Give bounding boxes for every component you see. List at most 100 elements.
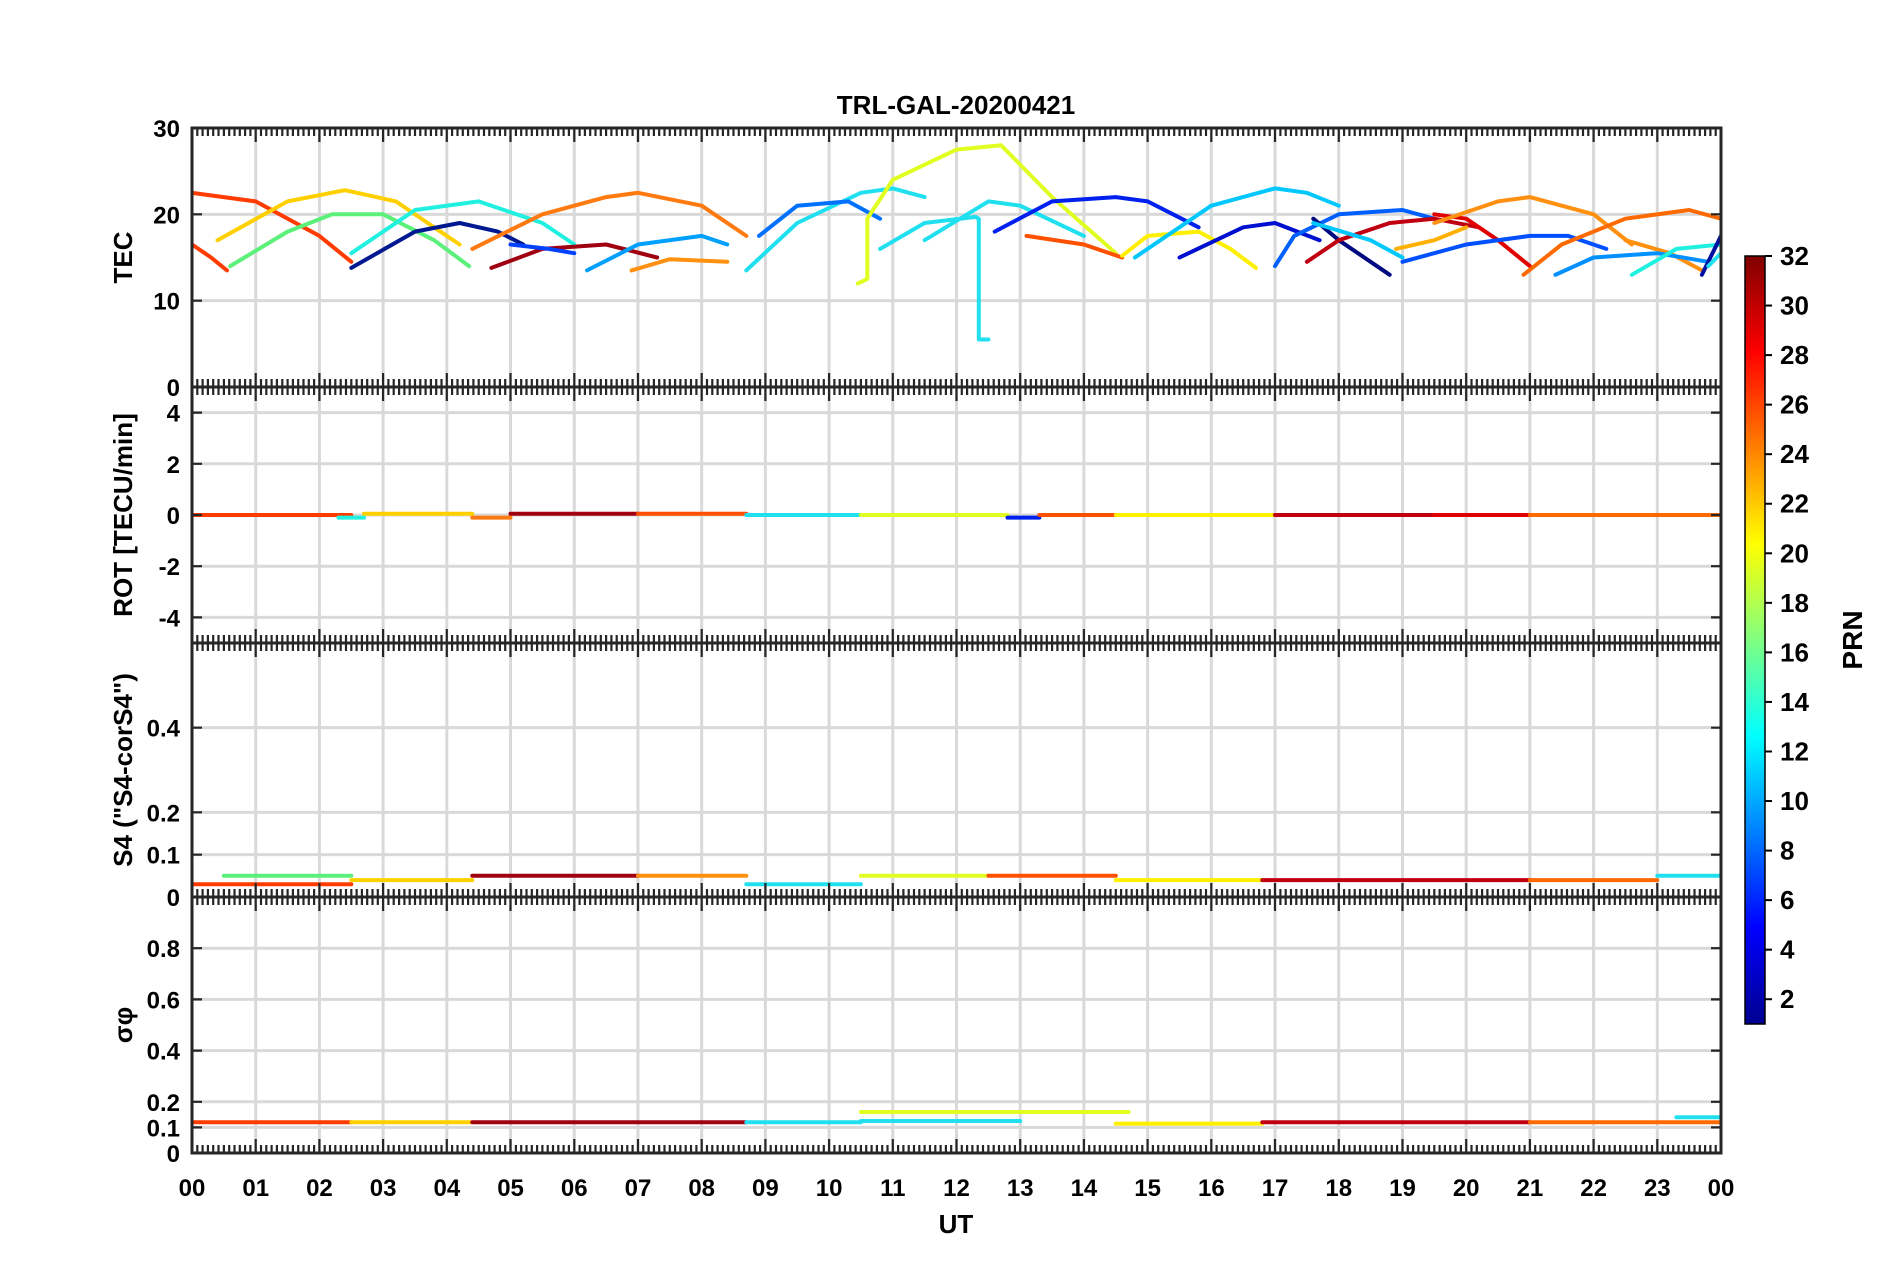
x-tick-label: 02	[306, 1175, 333, 1202]
y-tick-label: 4	[167, 401, 181, 428]
series-line-prn-10	[1553, 251, 1711, 277]
y-tick-label: 0	[167, 503, 180, 530]
x-tick-label: 04	[433, 1175, 460, 1202]
x-tick-label: 15	[1134, 1175, 1161, 1202]
series-line-prn-6	[1400, 233, 1609, 264]
series-line-prn-4	[992, 195, 1201, 234]
colorbar-tick-label: 2	[1780, 984, 1794, 1014]
y-tick-label: 0	[167, 885, 180, 912]
series-line-prn-11	[1132, 186, 1341, 260]
x-tick-label: 03	[370, 1175, 397, 1202]
y-tick-label: 0.1	[147, 1115, 180, 1142]
y-ticks	[192, 411, 1721, 619]
x-tick-label: 16	[1198, 1175, 1225, 1202]
x-tick-label: 12	[943, 1175, 970, 1202]
y-axis-label: σφ	[108, 1007, 138, 1043]
series-line-prn-19	[855, 143, 1118, 286]
series-line-prn-30	[1304, 216, 1481, 264]
x-tick-label: 07	[625, 1175, 652, 1202]
series-line-prn-13	[349, 199, 577, 256]
colorbar-tick-label: 20	[1780, 538, 1809, 568]
series-line-prn-27	[192, 190, 354, 264]
colorbar-label: PRN	[1837, 610, 1868, 669]
x-tick-label: 17	[1262, 1175, 1289, 1202]
colorbar-tick-label: 12	[1780, 736, 1809, 766]
y-tick-label: 30	[153, 116, 180, 143]
x-tick-label: 21	[1517, 1175, 1544, 1202]
series-line-prn-12	[744, 186, 927, 273]
series-line-prn-27	[192, 242, 229, 273]
y-tick-label: 0.2	[147, 1090, 180, 1117]
series-group	[192, 873, 1721, 887]
series-line-prn-25	[470, 190, 749, 251]
y-tick-label: 0.2	[147, 800, 180, 827]
colorbar-tick-label: 16	[1780, 637, 1809, 667]
colorbar-tick-label: 10	[1780, 786, 1809, 816]
panel-3: 0 0.1 0.2 0.4 S4 ("S4-corS4")	[108, 641, 1723, 912]
panel-1: 0 10 20 30 TEC	[108, 116, 1723, 402]
series-line-prn-8	[757, 199, 883, 238]
x-tick-label: 08	[688, 1175, 715, 1202]
x-tick-label: 00	[179, 1175, 206, 1202]
panel-4: 00.10.2 0.4 0.6 0.8 σφ	[108, 895, 1723, 1168]
colorbar-tick-label: 18	[1780, 588, 1809, 618]
colorbar-tick-label: 32	[1780, 241, 1809, 271]
y-tick-label: 0.8	[147, 936, 180, 963]
series-group	[192, 511, 1721, 520]
series-line-prn-20	[1120, 229, 1258, 270]
y-tick-label: -2	[159, 554, 180, 581]
series-line-prn-2	[349, 221, 526, 270]
colorbar-tick-label: 4	[1780, 935, 1795, 965]
series-line-prn-16	[228, 212, 472, 269]
y-axis-label: S4 ("S4-corS4")	[108, 673, 138, 867]
y-axis-label: TEC	[108, 231, 138, 283]
series-line-prn-25	[1521, 208, 1721, 277]
x-tick-label: 00	[1708, 1175, 1735, 1202]
y-tick-label: 0.6	[147, 987, 180, 1014]
series-line-prn-31	[489, 242, 660, 270]
series-line-prn-5	[508, 242, 577, 256]
y-tick-label: 0.1	[147, 843, 180, 870]
x-tick-label: 11	[880, 1175, 905, 1202]
series-line-prn-2	[1699, 233, 1721, 277]
y-tick-label: 0	[167, 1141, 180, 1168]
colorbar-tick-label: 28	[1780, 340, 1809, 370]
y-tick-label: 0.4	[147, 716, 181, 743]
series-line-prn-1	[1311, 216, 1392, 277]
x-tick-label: 23	[1644, 1175, 1671, 1202]
x-tick-label: 06	[561, 1175, 588, 1202]
colorbar-tick-label: 30	[1780, 291, 1809, 321]
y-tick-label: 10	[153, 289, 180, 316]
colorbar-tick-label: 24	[1780, 439, 1809, 469]
x-tick-label: 14	[1071, 1175, 1098, 1202]
series-line-prn-11	[1311, 221, 1405, 260]
y-tick-label: 2	[167, 452, 180, 479]
series-line-prn-6	[1273, 208, 1437, 269]
y-tick-label: -4	[159, 605, 181, 632]
colorbar-gradient	[1744, 255, 1766, 1025]
x-tick-label: 18	[1325, 1175, 1352, 1202]
colorbar-tick-label: 14	[1780, 687, 1809, 717]
series-line-prn-26	[1024, 233, 1125, 260]
series-line-prn-9	[585, 233, 730, 273]
colorbar-tick-label: 8	[1780, 836, 1794, 866]
x-tick-label: 19	[1389, 1175, 1416, 1202]
axes-box	[190, 895, 1723, 1155]
series-line-prn-12	[922, 199, 1086, 243]
x-tick-label: 09	[752, 1175, 779, 1202]
colorbar-tick-label: 22	[1780, 489, 1809, 519]
x-axis-label: UT	[939, 1209, 974, 1239]
series-line-prn-24	[629, 257, 730, 273]
chart-title: TRL-GAL-20200421	[837, 90, 1075, 120]
series-line-prn-22	[1394, 225, 1469, 251]
series-line-prn-13	[1629, 242, 1721, 277]
colorbar-tick-label: 6	[1780, 885, 1794, 915]
series-line-prn-12	[878, 214, 991, 342]
y-tick-label: 0.4	[147, 1039, 181, 1066]
series-line-prn-3	[1177, 221, 1322, 260]
panel-2: -4 -2 0 2 4 ROT [TECU/min]	[108, 385, 1723, 645]
x-tick-label: 10	[816, 1175, 843, 1202]
